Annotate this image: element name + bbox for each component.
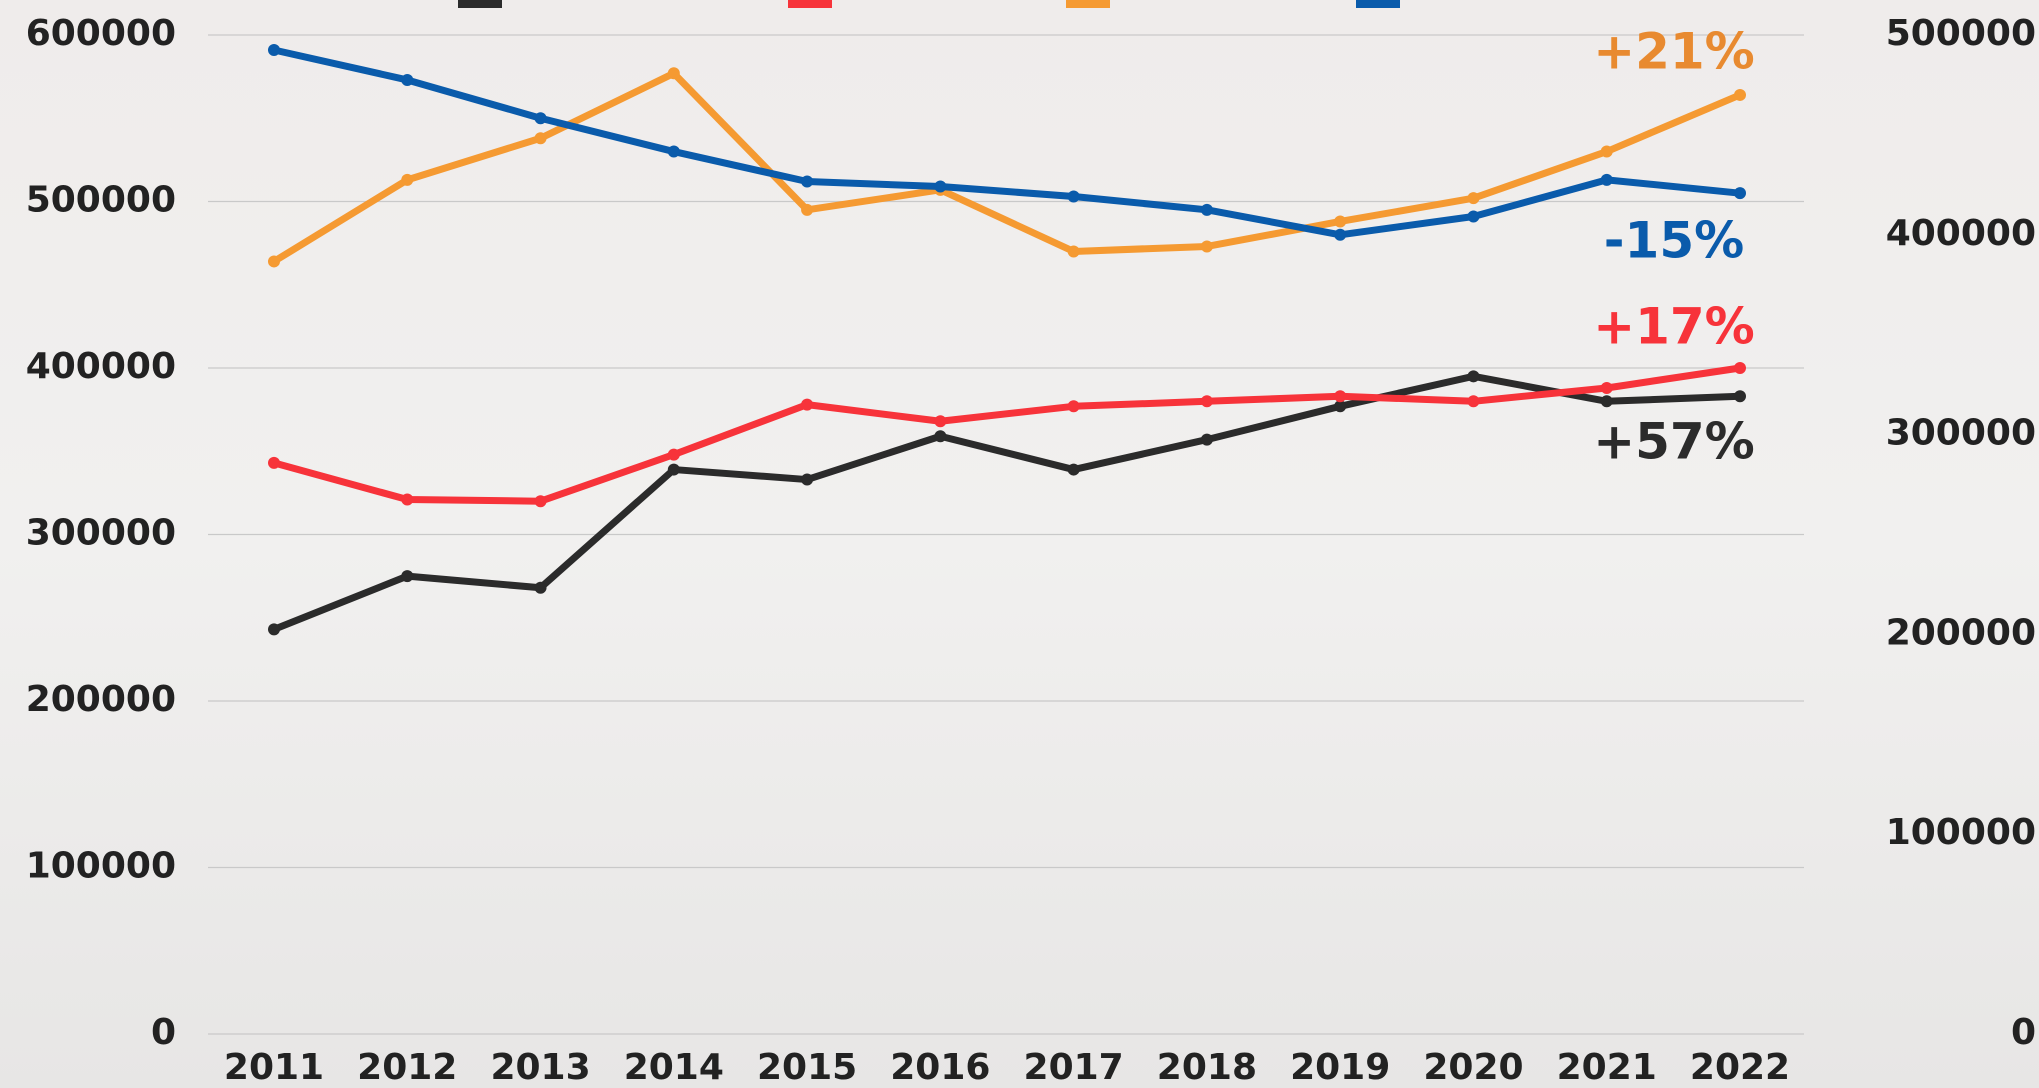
data-point	[934, 430, 946, 442]
y-tick-label: 500000	[26, 180, 176, 221]
data-point	[1601, 146, 1613, 158]
data-point	[1467, 210, 1479, 222]
data-point	[1734, 187, 1746, 199]
data-point	[1068, 245, 1080, 257]
y2-tick-label: 200000	[1886, 612, 2036, 653]
data-point	[1734, 390, 1746, 402]
x-tick-label: 2015	[757, 1047, 857, 1088]
data-point	[1068, 464, 1080, 476]
x-tick-label: 2019	[1290, 1047, 1390, 1088]
data-point	[1734, 89, 1746, 101]
x-tick-label: 2016	[890, 1047, 990, 1088]
y-tick-label: 600000	[26, 13, 176, 54]
x-tick-label: 2012	[357, 1047, 457, 1088]
x-tick-label: 2011	[224, 1047, 324, 1088]
background	[0, 0, 2039, 1088]
x-tick-label: 2022	[1690, 1047, 1790, 1088]
end-label: -15%	[1604, 212, 1744, 270]
legend-swatch	[1356, 0, 1400, 8]
data-point	[1334, 229, 1346, 241]
data-point	[1068, 400, 1080, 412]
chart: 0 100000 200000 300000 400000 500000 600000 0 10…	[0, 0, 2039, 1088]
data-point	[401, 174, 413, 186]
data-point	[668, 67, 680, 79]
data-point	[801, 176, 813, 188]
data-point	[1334, 215, 1346, 227]
x-tick-label: 2017	[1024, 1047, 1124, 1088]
data-point	[535, 495, 547, 507]
y-tick-label: 100000	[26, 846, 176, 887]
y-tick-label: 200000	[26, 679, 176, 720]
y-tick-label: 0	[151, 1012, 176, 1053]
data-point	[1467, 370, 1479, 382]
data-point	[535, 582, 547, 594]
end-label: +57%	[1593, 413, 1755, 471]
data-point	[1201, 434, 1213, 446]
data-point	[401, 74, 413, 86]
data-point	[1201, 204, 1213, 216]
data-point	[1734, 362, 1746, 374]
data-point	[668, 146, 680, 158]
data-point	[1201, 240, 1213, 252]
y2-tick-label: 500000	[1886, 13, 2036, 54]
data-point	[801, 399, 813, 411]
page: 0 100000 200000 300000 400000 500000 600000 0 10…	[0, 0, 2039, 1088]
x-tick-label: 2020	[1423, 1047, 1523, 1088]
x-tick-label: 2018	[1157, 1047, 1257, 1088]
y2-tick-label: 100000	[1886, 812, 2036, 853]
data-point	[1601, 174, 1613, 186]
data-point	[668, 449, 680, 461]
data-point	[934, 181, 946, 193]
data-point	[1334, 390, 1346, 402]
data-point	[1467, 192, 1479, 204]
data-point	[1601, 395, 1613, 407]
data-point	[268, 457, 280, 469]
data-point	[535, 112, 547, 124]
data-point	[1201, 395, 1213, 407]
y2-tick-label: 300000	[1886, 413, 2036, 454]
legend-swatch	[788, 0, 832, 8]
data-point	[535, 132, 547, 144]
data-point	[801, 474, 813, 486]
data-point	[934, 415, 946, 427]
data-point	[268, 623, 280, 635]
end-label: +21%	[1593, 23, 1755, 81]
data-point	[1068, 191, 1080, 203]
data-point	[268, 255, 280, 267]
data-point	[1467, 395, 1479, 407]
data-point	[401, 570, 413, 582]
end-label: +17%	[1593, 298, 1755, 356]
data-point	[268, 44, 280, 56]
y-tick-label: 300000	[26, 513, 176, 554]
y2-tick-label: 400000	[1886, 213, 2036, 254]
data-point	[1601, 382, 1613, 394]
y-tick-label: 400000	[26, 346, 176, 387]
legend-swatch	[1066, 0, 1110, 8]
y2-tick-label: 0	[2011, 1012, 2036, 1053]
data-point	[401, 494, 413, 506]
legend-swatch	[458, 0, 502, 8]
x-tick-label: 2021	[1557, 1047, 1657, 1088]
data-point	[668, 464, 680, 476]
data-point	[801, 204, 813, 216]
x-tick-label: 2013	[490, 1047, 590, 1088]
x-tick-label: 2014	[624, 1047, 724, 1088]
